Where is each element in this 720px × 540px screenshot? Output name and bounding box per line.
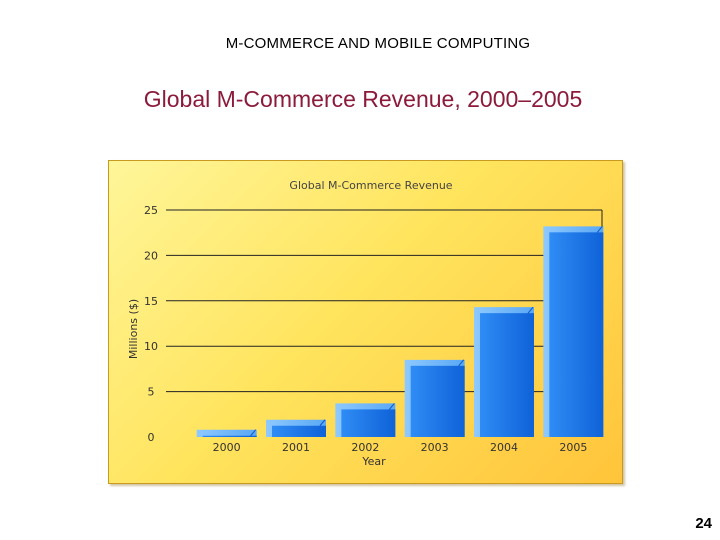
chart-title: Global M-Commerce Revenue xyxy=(289,179,452,192)
gridlines xyxy=(166,209,603,437)
chart-panel: Global M-Commerce Revenue 0 5 10 15 20 25 200… xyxy=(108,160,623,484)
y-axis-label: Millions ($) xyxy=(127,299,140,359)
y-axis-ticks: 0 5 10 15 20 25 xyxy=(144,204,158,444)
bar-edge xyxy=(527,306,534,314)
page-number: 24 xyxy=(695,515,712,532)
bar-edge xyxy=(250,429,257,437)
bar-2005 xyxy=(543,226,604,437)
x-axis-ticks: 2000 2001 2002 2003 2004 2005 xyxy=(213,441,588,454)
bar-2002 xyxy=(335,403,396,437)
x-tick-label: 2004 xyxy=(490,441,518,454)
bar-chart: Global M-Commerce Revenue 0 5 10 15 20 25 200… xyxy=(127,179,604,468)
slide-header: M-COMMERCE AND MOBILE COMPUTING xyxy=(225,35,531,52)
bar-face xyxy=(549,232,604,437)
x-tick-label: 2000 xyxy=(213,441,241,454)
y-tick-label: 25 xyxy=(144,204,158,217)
x-tick-label: 2001 xyxy=(282,441,310,454)
x-tick-label: 2005 xyxy=(559,441,587,454)
bars xyxy=(196,226,604,437)
y-tick-label: 5 xyxy=(148,386,155,399)
bar-2003 xyxy=(404,359,465,437)
bar-face xyxy=(272,425,326,437)
bar-edge xyxy=(319,419,326,427)
bar-edge xyxy=(458,359,465,367)
bar-face xyxy=(480,313,534,437)
x-tick-label: 2002 xyxy=(351,441,379,454)
bar-bevel xyxy=(196,429,257,437)
bar-face xyxy=(341,409,396,437)
bar-2001 xyxy=(266,419,326,437)
y-tick-label: 20 xyxy=(144,249,158,262)
x-tick-label: 2003 xyxy=(421,441,449,454)
bar-face xyxy=(410,365,465,437)
y-tick-label: 10 xyxy=(144,340,158,353)
bar-face xyxy=(202,435,257,437)
bar-2004 xyxy=(474,306,534,437)
slide-title: Global M-Commerce Revenue, 2000–2005 xyxy=(143,86,583,112)
bar-edge xyxy=(596,226,603,233)
y-tick-label: 0 xyxy=(148,431,155,444)
bar-2000 xyxy=(196,429,257,437)
x-axis-label: Year xyxy=(361,455,386,468)
bar-edge xyxy=(388,403,395,410)
y-tick-label: 15 xyxy=(144,295,158,308)
